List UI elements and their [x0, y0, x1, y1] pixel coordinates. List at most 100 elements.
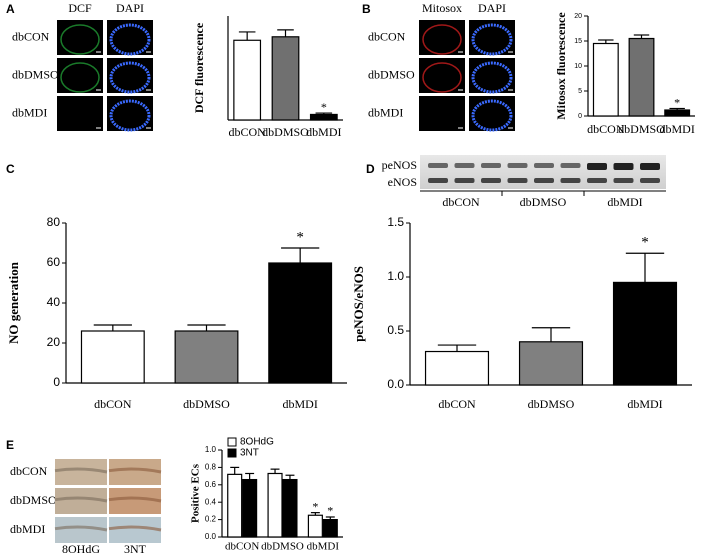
y-tick-label: 60: [47, 255, 61, 269]
row-label: dbMDI: [368, 105, 403, 119]
vessel-stain: [109, 99, 151, 132]
blot-group-label: dbCON: [442, 195, 480, 209]
x-tick-label: dbMDI: [282, 397, 317, 411]
bar: [80, 330, 145, 384]
y-tick-label: 0.0: [387, 377, 404, 391]
legend-swatch: [227, 437, 237, 447]
micrograph: [419, 20, 465, 55]
bar: [309, 113, 338, 121]
significance-mark: *: [312, 499, 318, 513]
tissue-band: [54, 467, 108, 474]
significance-mark: *: [641, 235, 649, 251]
y-tick-label: 0.6: [205, 480, 217, 489]
x-tick-label: dbMDI: [307, 541, 340, 553]
x-tick-label: dbDMSO: [262, 125, 309, 139]
legend-label: 8OHdG: [240, 437, 274, 448]
blot-band: [481, 163, 501, 168]
vessel-stain: [422, 62, 462, 93]
legend-label: 3NT: [240, 448, 259, 459]
blot-band: [481, 178, 501, 183]
y-tick-label: 0.8: [205, 463, 217, 472]
bar: [233, 39, 262, 121]
vessel-stain: [422, 24, 462, 55]
x-tick-label: dbCON: [587, 122, 625, 136]
column-label: 3NT: [124, 542, 147, 554]
blot-band: [454, 178, 475, 183]
blot-band: [587, 163, 607, 170]
blot-band: [428, 178, 448, 183]
y-tick-label: 1.0: [205, 445, 217, 454]
bar: [307, 514, 323, 538]
x-tick-label: dbMDI: [659, 122, 694, 136]
blot-group-label: dbDMSO: [520, 195, 567, 209]
bar: [322, 518, 338, 538]
x-tick-label: dbCON: [438, 397, 476, 411]
x-tick-label: dbDMSO: [618, 122, 665, 136]
tissue-band: [54, 496, 108, 503]
x-tick-label: dbCON: [228, 125, 266, 139]
row-label: dbDMSO: [368, 67, 415, 81]
micrograph: [419, 96, 465, 131]
y-tick-label: 0.2: [205, 515, 217, 524]
blot-group-label: dbMDI: [607, 195, 642, 209]
x-tick-label: dbDMSO: [261, 541, 304, 553]
column-label: DAPI: [478, 1, 506, 15]
y-tick-label: 20: [47, 335, 61, 349]
y-axis-label: peNOS/eNOS: [351, 266, 366, 342]
y-tick-label: 0.0: [205, 532, 217, 541]
significance-mark: *: [321, 100, 327, 114]
y-tick-label: 40: [47, 295, 61, 309]
y-tick-label: 1.5: [387, 215, 404, 229]
bar: [268, 262, 333, 384]
row-label: dbDMSO: [12, 67, 59, 81]
blot-band-label: peNOS: [382, 158, 417, 172]
bar: [267, 472, 283, 538]
blot-band: [454, 163, 475, 168]
row-label: dbDMSO: [10, 493, 57, 507]
bar: [424, 350, 490, 386]
y-tick-label: 0: [578, 113, 582, 120]
vessel-stain: [471, 99, 513, 132]
micrograph: [57, 96, 103, 131]
vessel-stain: [471, 61, 513, 94]
column-label: DCF: [68, 1, 92, 15]
y-tick-label: 20: [574, 13, 582, 20]
row-label: dbCON: [12, 29, 50, 43]
y-axis-label: Positive ECs: [190, 463, 202, 523]
panel-label: B: [362, 2, 371, 16]
column-label: 8OHdG: [62, 542, 100, 554]
significance-mark: *: [674, 95, 680, 109]
micrograph: [419, 58, 465, 93]
blot-band: [534, 163, 554, 168]
bar: [628, 37, 655, 117]
blot-band: [587, 178, 607, 183]
y-axis-label: Mitosox fluorescence: [554, 12, 568, 120]
bar: [282, 478, 298, 538]
blot-band: [507, 178, 528, 183]
bar: [242, 478, 258, 538]
blot-band: [560, 178, 581, 183]
bar: [592, 42, 619, 117]
bar: [227, 473, 243, 538]
tissue-band: [108, 496, 162, 503]
x-tick-label: dbCON: [94, 397, 132, 411]
bar: [664, 109, 691, 117]
y-tick-label: 15: [574, 38, 582, 45]
y-tick-label: 0.5: [387, 323, 404, 337]
bar: [174, 330, 239, 384]
micrograph: [57, 20, 103, 55]
blot-band: [613, 178, 634, 183]
significance-mark: *: [296, 229, 304, 245]
blot-band: [428, 163, 448, 168]
vessel-stain: [60, 24, 100, 55]
y-tick-label: 10: [574, 63, 582, 70]
tissue-band: [54, 525, 108, 532]
micrograph: [57, 58, 103, 93]
row-label: dbCON: [10, 464, 48, 478]
blot-band: [507, 163, 528, 168]
bar: [518, 341, 584, 386]
blot-band: [534, 178, 554, 183]
y-tick-label: 0.4: [205, 497, 217, 506]
y-tick-label: 80: [47, 215, 61, 229]
